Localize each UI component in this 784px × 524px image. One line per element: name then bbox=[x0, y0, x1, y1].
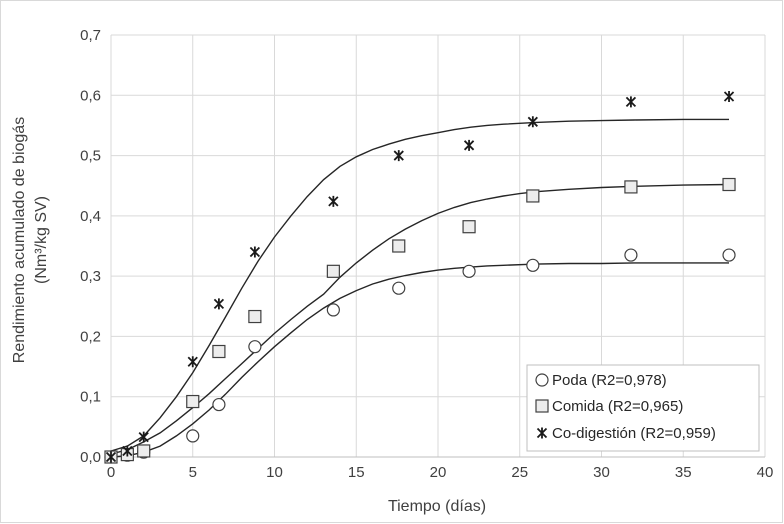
y-tick-label: 0,2 bbox=[80, 328, 101, 345]
y-axis-title-line1: Rendimiento acumulado de biogás bbox=[11, 117, 28, 363]
point-co-digestion bbox=[105, 451, 117, 463]
y-tick-label: 0,0 bbox=[80, 449, 101, 466]
point-comida bbox=[137, 444, 151, 458]
point-co-digestion bbox=[122, 445, 133, 457]
legend: Poda (R2=0,978) Comida (R2=0,965) Co-dig… bbox=[526, 364, 760, 452]
y-tick-label: 0,1 bbox=[80, 389, 101, 406]
point-comida bbox=[722, 177, 736, 192]
x-tick-label: 30 bbox=[593, 464, 610, 481]
x-tick-label: 25 bbox=[511, 464, 528, 481]
y-tick-label: 0,3 bbox=[80, 268, 101, 285]
data-points bbox=[104, 90, 736, 464]
legend-label-poda: Poda (R2=0,978) bbox=[552, 372, 667, 389]
point-poda bbox=[392, 281, 406, 295]
point-comida bbox=[212, 344, 226, 359]
point-co-digestion bbox=[187, 356, 198, 368]
point-co-digestion bbox=[527, 116, 538, 128]
y-tick-label: 0,4 bbox=[80, 208, 101, 225]
legend-marker-poda bbox=[535, 373, 549, 387]
legend-label-comida: Comida (R2=0,965) bbox=[552, 398, 683, 415]
point-comida bbox=[526, 189, 540, 203]
point-comida bbox=[326, 264, 340, 278]
point-poda bbox=[624, 248, 638, 262]
point-poda bbox=[722, 248, 736, 262]
legend-marker-comida bbox=[535, 399, 549, 413]
point-comida bbox=[248, 309, 262, 324]
point-poda bbox=[526, 258, 540, 272]
y-axis-title-line2: (Nm³/kg SV) bbox=[33, 196, 50, 284]
x-tick-label: 0 bbox=[107, 464, 115, 481]
point-co-digestion bbox=[463, 139, 475, 151]
x-tick-labels: 0 5 10 15 20 25 30 35 40 bbox=[107, 464, 774, 481]
point-comida bbox=[186, 394, 200, 409]
point-co-digestion bbox=[393, 150, 404, 162]
point-poda bbox=[186, 429, 200, 443]
point-poda bbox=[462, 264, 476, 278]
y-tick-label: 0,7 bbox=[80, 27, 101, 44]
point-co-digestion bbox=[328, 195, 339, 207]
legend-label-co-digestion: Co-digestión (R2=0,959) bbox=[552, 425, 716, 442]
x-tick-label: 5 bbox=[189, 464, 197, 481]
point-comida bbox=[462, 220, 476, 234]
point-co-digestion bbox=[625, 96, 637, 108]
x-tick-label: 15 bbox=[348, 464, 365, 481]
y-tick-labels: 0,0 0,1 0,2 0,3 0,4 0,5 0,6 0,7 bbox=[80, 27, 101, 466]
point-poda bbox=[212, 397, 226, 412]
x-tick-label: 10 bbox=[266, 464, 283, 481]
y-tick-label: 0,6 bbox=[80, 87, 101, 104]
legend-markers bbox=[535, 373, 549, 439]
point-comida bbox=[624, 180, 638, 194]
legend-box bbox=[526, 364, 760, 452]
x-tick-label: 40 bbox=[757, 464, 774, 481]
point-co-digestion bbox=[213, 298, 225, 310]
point-co-digestion bbox=[723, 90, 735, 102]
point-co-digestion bbox=[249, 246, 261, 258]
point-co-digestion bbox=[138, 431, 149, 443]
point-poda bbox=[326, 303, 340, 317]
y-tick-label: 0,5 bbox=[80, 148, 101, 165]
x-tick-label: 35 bbox=[675, 464, 692, 481]
point-comida bbox=[392, 239, 406, 253]
x-axis-title: Tiempo (días) bbox=[388, 498, 486, 515]
fit-curve-co-digestion bbox=[110, 118, 729, 452]
point-poda bbox=[248, 340, 262, 354]
legend-marker-co-digestion bbox=[536, 427, 548, 439]
x-tick-label: 20 bbox=[430, 464, 447, 481]
